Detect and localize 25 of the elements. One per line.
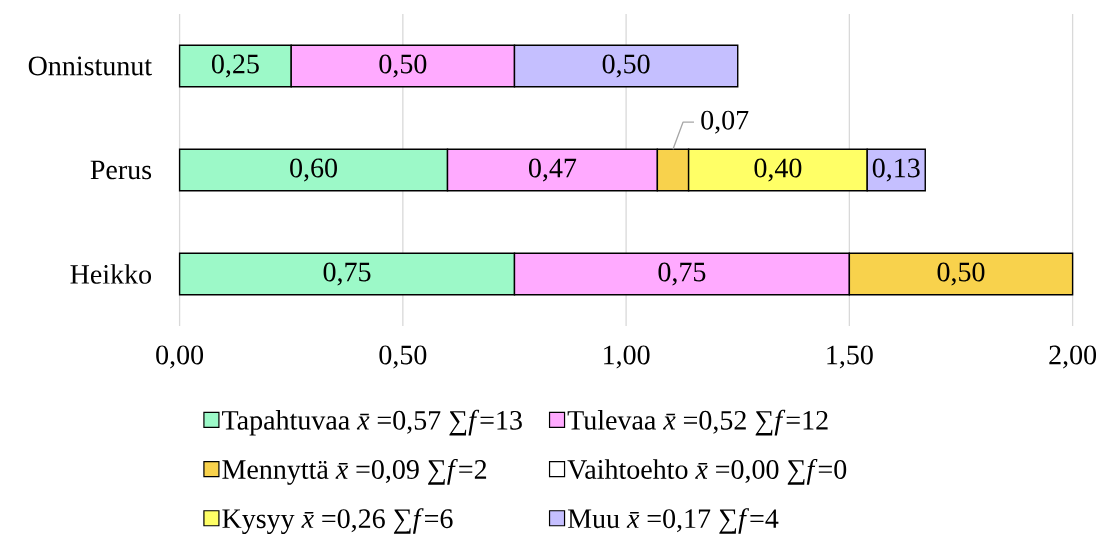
legend-label: Mennyttä x̄=0,09 ∑f=2 [222, 458, 487, 485]
legend-label: Kysyy x̄=0,26 ∑f=6 [222, 508, 453, 534]
y-tick-label: Perus [90, 160, 152, 180]
x-tick-label: 0,50 [379, 345, 427, 369]
legend-label: Vaihtoehto x̄=0,00 ∑f=0 [567, 458, 847, 485]
x-tick-label: 1,50 [827, 345, 873, 369]
legend-label: Tulevaa x̄=0,52 ∑f=12 [567, 409, 828, 436]
x-tick-label: 2,00 [1049, 345, 1097, 369]
data-label: 0,40 [754, 158, 802, 182]
x-tick-label: 1,00 [604, 345, 650, 369]
x-tick-label: 0,00 [156, 345, 204, 369]
data-label: 0,75 [323, 262, 371, 286]
data-label: 0,50 [379, 54, 427, 78]
data-label: 0,60 [290, 158, 337, 182]
data-label: 0,25 [211, 54, 259, 78]
data-label: 0,50 [602, 54, 650, 78]
data-label: 0,47 [528, 158, 577, 182]
data-label: 0,50 [937, 262, 985, 286]
legend-label: Tapahtuvaa x̄=0,57 ∑f=13 [222, 409, 522, 436]
data-label: 0,07 [701, 110, 749, 134]
y-tick-label: Heikko [70, 264, 152, 284]
y-tick-label: Onnistunut [28, 56, 152, 76]
legend-label: Muu x̄=0,17 ∑f=4 [567, 508, 779, 534]
data-label: 0,75 [658, 262, 706, 286]
data-label: 0,13 [872, 158, 920, 182]
